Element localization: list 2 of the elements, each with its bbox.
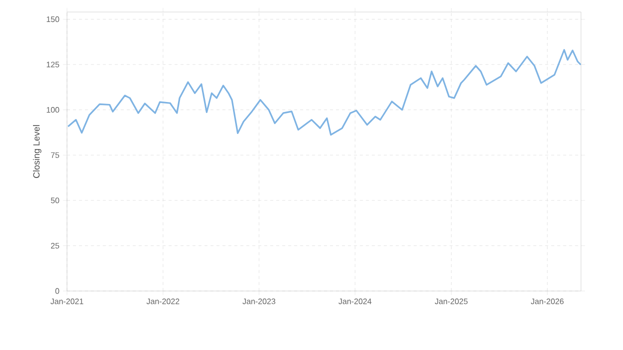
y-axis-title: Closing Level [32,125,42,178]
line-series [67,49,582,136]
